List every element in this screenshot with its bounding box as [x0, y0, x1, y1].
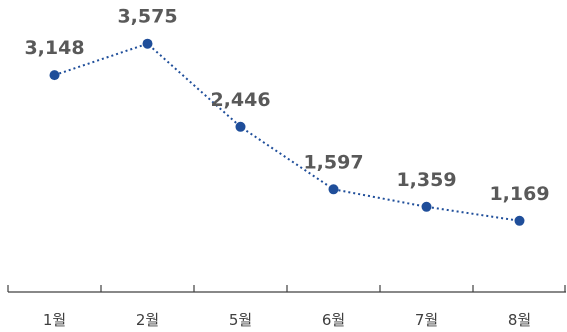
data-label: 1,169: [489, 183, 549, 205]
data-point: [421, 201, 432, 212]
data-label: 3,148: [24, 37, 84, 59]
data-point: [235, 121, 246, 132]
x-tick-label: 2월: [136, 311, 159, 329]
x-tick-label: 5월: [229, 311, 252, 329]
x-tick-label: 6월: [322, 311, 345, 329]
data-label: 1,359: [396, 169, 456, 191]
x-tick-label: 1월: [43, 311, 66, 329]
x-tick-label: 8월: [508, 311, 531, 329]
data-label: 2,446: [210, 89, 270, 111]
data-point: [49, 70, 60, 81]
series-line: [54, 42, 520, 222]
data-point: [514, 215, 525, 226]
data-labels: 3,148 3,575 2,446 1,597 1,359 1,169: [24, 6, 549, 205]
x-tick-label: 7월: [415, 311, 438, 329]
data-label: 3,575: [117, 6, 177, 28]
x-axis: 1월 2월 5월 6월 7월 8월: [7, 285, 566, 329]
data-point: [328, 184, 339, 195]
data-label: 1,597: [303, 151, 363, 173]
data-point: [142, 38, 153, 49]
series-layer: [49, 38, 525, 226]
